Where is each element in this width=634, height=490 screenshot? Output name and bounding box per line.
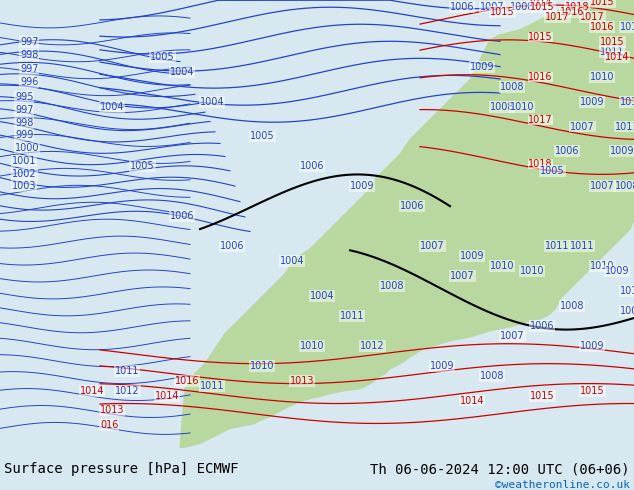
Text: 1014: 1014 <box>460 395 484 406</box>
Text: 1007: 1007 <box>570 122 595 131</box>
Text: 1011: 1011 <box>200 381 224 391</box>
Text: 1005: 1005 <box>150 52 174 62</box>
Text: 1014: 1014 <box>80 386 105 395</box>
Text: 1017: 1017 <box>580 12 605 22</box>
Text: 1006: 1006 <box>300 161 325 172</box>
Text: 1006: 1006 <box>400 201 425 211</box>
Text: 1016: 1016 <box>590 22 614 32</box>
Text: 1008: 1008 <box>510 2 534 12</box>
Text: 1011: 1011 <box>570 241 595 251</box>
Text: 1010: 1010 <box>590 72 614 82</box>
Text: 997: 997 <box>15 104 34 115</box>
Text: Surface pressure [hPa] ECMWF: Surface pressure [hPa] ECMWF <box>4 462 238 476</box>
Text: 1010: 1010 <box>620 286 634 296</box>
Text: 998: 998 <box>20 50 39 60</box>
Text: 1008: 1008 <box>490 101 515 112</box>
Text: ©weatheronline.co.uk: ©weatheronline.co.uk <box>495 480 630 490</box>
Text: 1002: 1002 <box>12 170 37 179</box>
Text: 997: 997 <box>20 64 39 74</box>
Text: 1004: 1004 <box>280 256 304 266</box>
Text: 1008: 1008 <box>480 370 505 381</box>
Text: 1014: 1014 <box>155 391 179 400</box>
Text: 1010: 1010 <box>250 361 275 370</box>
Text: 998: 998 <box>15 118 34 127</box>
Text: 1004: 1004 <box>310 291 335 301</box>
Text: 1009: 1009 <box>620 306 634 316</box>
Text: 1015: 1015 <box>600 37 624 47</box>
Text: 1004: 1004 <box>100 101 124 112</box>
Text: 1010: 1010 <box>620 97 634 107</box>
Text: 1013: 1013 <box>620 22 634 32</box>
Text: 1011: 1011 <box>340 311 365 321</box>
Text: 1010: 1010 <box>300 341 325 351</box>
Text: 1013: 1013 <box>100 406 124 416</box>
Text: 1009: 1009 <box>580 341 604 351</box>
Text: 016: 016 <box>100 420 119 430</box>
Text: 1008: 1008 <box>615 181 634 191</box>
Text: 1011: 1011 <box>600 47 624 57</box>
Text: 1015: 1015 <box>530 391 555 400</box>
Text: Th 06-06-2024 12:00 UTC (06+06): Th 06-06-2024 12:00 UTC (06+06) <box>370 462 630 476</box>
Text: 1005: 1005 <box>540 167 565 176</box>
Text: 1006: 1006 <box>530 321 555 331</box>
Text: 997: 997 <box>20 37 39 47</box>
Text: 1018: 1018 <box>565 2 590 12</box>
Text: 1015: 1015 <box>530 2 555 12</box>
Text: 1010: 1010 <box>520 266 545 276</box>
Text: 996: 996 <box>20 77 39 87</box>
Text: 1017: 1017 <box>545 12 569 22</box>
Text: 1014: 1014 <box>605 52 630 62</box>
Text: 1009: 1009 <box>470 62 495 72</box>
Text: 1009: 1009 <box>610 147 634 156</box>
Text: 1017: 1017 <box>528 115 553 125</box>
Text: 1007: 1007 <box>480 2 505 12</box>
Text: 1009: 1009 <box>580 97 604 107</box>
Text: 1018: 1018 <box>528 159 553 169</box>
Text: 1011: 1011 <box>115 366 139 376</box>
Text: 1006: 1006 <box>170 211 195 221</box>
Text: 1010: 1010 <box>590 261 614 271</box>
Text: 1010: 1010 <box>510 101 534 112</box>
Text: 1012: 1012 <box>115 386 139 395</box>
Text: 1007: 1007 <box>500 331 524 341</box>
Text: 1009: 1009 <box>350 181 375 191</box>
Text: 1007: 1007 <box>450 271 475 281</box>
Text: 1006: 1006 <box>220 241 245 251</box>
Text: 1006: 1006 <box>555 147 579 156</box>
Text: 999: 999 <box>15 130 34 141</box>
Text: 1016: 1016 <box>560 7 585 17</box>
Text: 1009: 1009 <box>605 266 630 276</box>
Text: 1015: 1015 <box>590 0 614 7</box>
Text: 1014: 1014 <box>528 0 553 8</box>
Text: 1008: 1008 <box>380 281 404 291</box>
Text: 1004: 1004 <box>200 97 224 107</box>
Text: 1012: 1012 <box>360 341 385 351</box>
Text: 1009: 1009 <box>430 361 455 370</box>
Text: 1009: 1009 <box>460 251 484 261</box>
Text: 995: 995 <box>15 92 34 101</box>
Text: 1010: 1010 <box>490 261 515 271</box>
Text: 1008: 1008 <box>560 301 585 311</box>
Polygon shape <box>180 0 634 448</box>
Text: 1000: 1000 <box>15 144 39 153</box>
Text: 1016: 1016 <box>528 73 553 82</box>
Text: 1006: 1006 <box>450 2 474 12</box>
Text: 1004: 1004 <box>170 67 195 77</box>
Text: 1015: 1015 <box>528 32 553 43</box>
Text: 1003: 1003 <box>12 181 37 191</box>
Text: 1016: 1016 <box>175 376 200 386</box>
Text: 1005: 1005 <box>130 161 155 172</box>
Text: 1007: 1007 <box>590 181 614 191</box>
Text: 1005: 1005 <box>250 131 275 142</box>
Text: 1013: 1013 <box>290 376 314 386</box>
Text: 1011: 1011 <box>615 122 634 131</box>
Text: 1015: 1015 <box>490 7 515 17</box>
Text: 1011: 1011 <box>545 241 569 251</box>
Text: 1015: 1015 <box>580 386 605 395</box>
Text: 1008: 1008 <box>500 82 524 92</box>
Text: 1001: 1001 <box>12 156 37 167</box>
Text: 1007: 1007 <box>420 241 444 251</box>
